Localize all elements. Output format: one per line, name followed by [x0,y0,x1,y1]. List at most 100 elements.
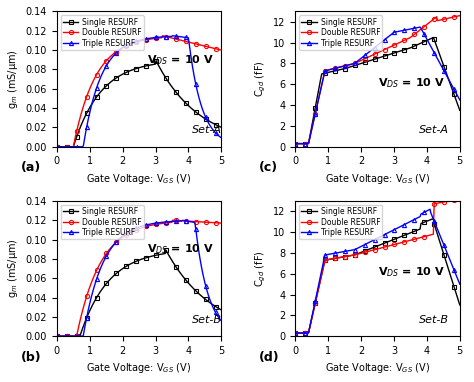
Text: Set-A: Set-A [191,125,222,135]
Single RESURF [323,71,329,75]
Triple RESURF [449,264,455,268]
Double RESURF [205,45,211,49]
Text: (c): (c) [259,161,278,174]
Line: Double RESURF: Double RESURF [55,34,223,149]
Single RESURF [457,108,463,113]
Double RESURF [292,331,298,335]
Double RESURF [449,198,455,203]
Triple RESURF [457,98,463,102]
Line: Triple RESURF: Triple RESURF [293,207,462,335]
Triple RESURF [427,207,433,212]
Double RESURF [85,291,91,296]
Triple RESURF [299,141,305,146]
Single RESURF [211,303,217,308]
Line: Single RESURF: Single RESURF [293,36,462,146]
Triple RESURF [444,249,449,254]
Triple RESURF [211,129,217,133]
Single RESURF [336,256,342,260]
Triple RESURF [98,75,103,79]
Double RESURF [85,92,91,97]
Triple RESURF [336,65,342,70]
Single RESURF [98,289,103,293]
Single RESURF [163,248,169,253]
Single RESURF [205,299,211,304]
Triple RESURF [449,84,455,89]
Double RESURF [336,65,342,70]
Single RESURF [61,334,66,338]
Triple RESURF [323,253,329,257]
Text: Set-B: Set-B [191,315,222,325]
Single RESURF [299,331,305,335]
Double RESURF [98,66,103,70]
Triple RESURF [457,282,463,286]
Single RESURF [444,261,449,265]
Single RESURF [302,331,308,335]
Double RESURF [292,141,298,146]
Double RESURF [443,199,448,204]
Triple RESURF [54,334,60,338]
Double RESURF [98,260,103,265]
Double RESURF [336,256,342,260]
Triple RESURF [85,121,91,125]
Legend: Single RESURF, Double RESURF, Triple RESURF: Single RESURF, Double RESURF, Triple RES… [61,15,144,50]
Legend: Single RESURF, Double RESURF, Triple RESURF: Single RESURF, Double RESURF, Triple RES… [299,15,383,50]
Single RESURF [444,71,449,76]
Single RESURF [457,303,463,307]
Single RESURF [64,144,70,149]
Line: Triple RESURF: Triple RESURF [55,34,223,149]
Double RESURF [61,144,66,149]
Single RESURF [219,308,224,312]
Single RESURF [85,109,91,114]
Line: Double RESURF: Double RESURF [55,218,223,338]
Triple RESURF [205,292,211,297]
Text: V$_{DS}$ = 10 V: V$_{DS}$ = 10 V [147,53,214,67]
Triple RESURF [299,331,305,335]
Single RESURF [85,314,91,318]
X-axis label: Gate Voltage: V$_{GS}$ (V): Gate Voltage: V$_{GS}$ (V) [325,172,430,186]
Single RESURF [98,89,103,94]
Legend: Single RESURF, Double RESURF, Triple RESURF: Single RESURF, Double RESURF, Triple RES… [299,205,383,240]
Triple RESURF [302,331,308,335]
Single RESURF [430,35,436,40]
Single RESURF [302,141,308,146]
Text: V$_{DS}$ = 10 V: V$_{DS}$ = 10 V [378,76,445,90]
Triple RESURF [219,136,224,140]
Line: Triple RESURF: Triple RESURF [55,218,223,338]
Single RESURF [219,125,224,129]
Double RESURF [211,46,217,50]
Line: Double RESURF: Double RESURF [293,13,462,146]
Double RESURF [54,334,60,338]
X-axis label: Gate Voltage: V$_{GS}$ (V): Gate Voltage: V$_{GS}$ (V) [325,361,430,376]
Y-axis label: C$_{gd}$ (fF): C$_{gd}$ (fF) [253,61,268,97]
Triple RESURF [98,266,103,270]
X-axis label: Gate Voltage: V$_{GS}$ (V): Gate Voltage: V$_{GS}$ (V) [86,361,192,376]
Triple RESURF [61,144,66,149]
Single RESURF [323,258,329,262]
Text: Set-B: Set-B [419,315,449,325]
Double RESURF [54,144,60,149]
Y-axis label: g$_m$ (mS/μm): g$_m$ (mS/μm) [6,49,20,109]
Triple RESURF [64,144,70,149]
Single RESURF [336,68,342,72]
Triple RESURF [85,311,91,316]
Text: Set-A: Set-A [419,125,449,135]
Triple RESURF [336,250,342,255]
Line: Single RESURF: Single RESURF [55,248,223,338]
Double RESURF [160,34,165,38]
Single RESURF [299,141,305,146]
Text: V$_{DS}$ = 10 V: V$_{DS}$ = 10 V [378,265,445,279]
Double RESURF [457,196,463,201]
Double RESURF [302,141,308,146]
Triple RESURF [292,331,298,335]
Single RESURF [61,144,66,149]
Line: Double RESURF: Double RESURF [293,197,462,335]
Triple RESURF [417,25,423,29]
Single RESURF [449,279,455,284]
Double RESURF [323,68,329,73]
Single RESURF [449,87,455,92]
Triple RESURF [444,73,449,78]
Double RESURF [299,331,305,335]
Triple RESURF [54,144,60,149]
Double RESURF [61,334,66,338]
Double RESURF [205,220,211,225]
